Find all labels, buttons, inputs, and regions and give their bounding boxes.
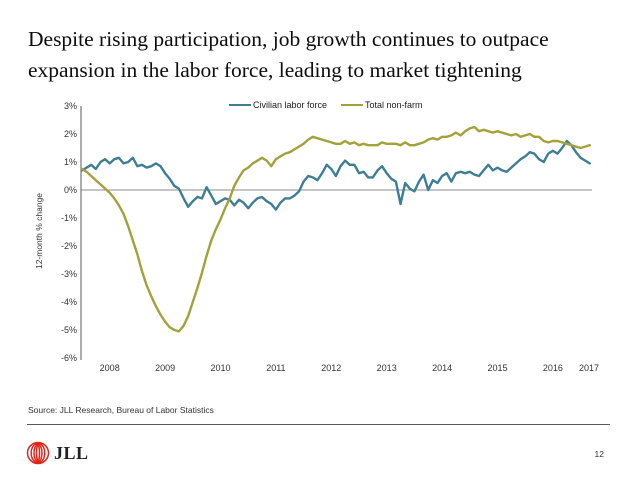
x-tick-label: 2013 bbox=[376, 363, 397, 373]
y-tick-label: -4% bbox=[60, 297, 77, 307]
footer-divider bbox=[27, 424, 610, 425]
x-tick-label: 2009 bbox=[155, 363, 176, 373]
x-tick-label: 2015 bbox=[487, 363, 508, 373]
y-tick-label: 1% bbox=[63, 157, 77, 167]
page-number: 12 bbox=[594, 449, 604, 459]
y-tick-label: -5% bbox=[60, 325, 77, 335]
logo-ring bbox=[35, 444, 41, 462]
x-tick-label: 2008 bbox=[99, 363, 120, 373]
jll-logo: JLL bbox=[26, 441, 89, 465]
x-tick-label: 2010 bbox=[210, 363, 231, 373]
y-tick-label: -6% bbox=[60, 353, 77, 363]
y-axis-title: 12-month % change bbox=[34, 192, 44, 270]
x-tick-label: 2014 bbox=[432, 363, 453, 373]
x-tick-label: 2012 bbox=[321, 363, 342, 373]
legend-swatch-icon bbox=[229, 103, 251, 107]
y-tick-label: 2% bbox=[63, 129, 77, 139]
x-tick-label: 2017 bbox=[578, 363, 600, 373]
y-tick-label: -2% bbox=[60, 241, 77, 251]
legend-item-civilian-labor-force: Civilian labor force bbox=[229, 99, 327, 111]
legend-label: Total non-farm bbox=[365, 100, 423, 110]
y-tick-label: 3% bbox=[63, 101, 77, 111]
y-tick-label: -3% bbox=[60, 269, 77, 279]
page-title: Despite rising participation, job growth… bbox=[28, 24, 614, 86]
y-tick-label: 0% bbox=[63, 185, 77, 195]
logo-ring bbox=[33, 443, 43, 463]
jll-rings-icon bbox=[26, 441, 50, 465]
y-tick-label: -1% bbox=[60, 213, 77, 223]
x-tick-label: 2016 bbox=[542, 363, 563, 373]
title-line-2: expansion in the labor force, leading to… bbox=[28, 58, 522, 82]
x-tick-label: 2011 bbox=[266, 363, 286, 373]
logo-ring bbox=[30, 442, 46, 464]
legend-item-total-non-farm: Total non-farm bbox=[341, 99, 423, 111]
legend-swatch-icon bbox=[341, 103, 364, 107]
source-note: Source: JLL Research, Bureau of Labor St… bbox=[28, 405, 214, 415]
title-line-1: Despite rising participation, job growth… bbox=[28, 27, 549, 51]
legend-label: Civilian labor force bbox=[253, 100, 328, 110]
series-line-civilian-labor-force bbox=[80, 139, 591, 211]
series-line-total-non-farm bbox=[80, 125, 591, 333]
chart-legend: Civilian labor force Total non-farm bbox=[229, 99, 423, 111]
jll-logo-text: JLL bbox=[54, 443, 89, 463]
